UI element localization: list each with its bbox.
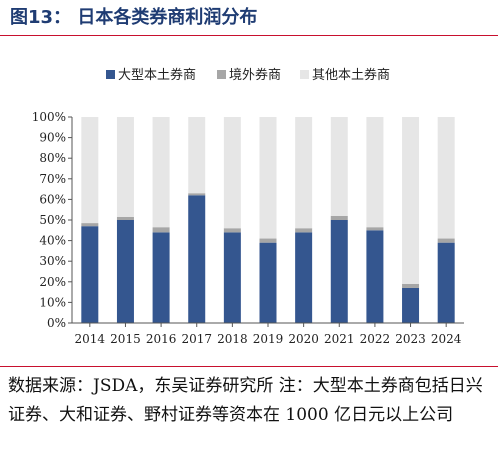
bar-segment (330, 117, 348, 216)
y-tick-label: 0% (47, 316, 66, 330)
x-tick-label: 2021 (324, 332, 355, 346)
y-tick-label: 10% (39, 295, 66, 309)
bar-segment (295, 228, 313, 233)
y-tick-label: 100% (32, 110, 66, 124)
bar-segment (81, 117, 99, 224)
bar-segment (437, 242, 455, 323)
y-tick-label: 50% (39, 213, 66, 227)
bar-segment (259, 242, 277, 323)
bar-segment (81, 223, 99, 227)
x-tick-label: 2014 (75, 332, 106, 346)
y-tick-label: 40% (39, 234, 66, 248)
y-tick-label: 80% (39, 151, 66, 165)
bar-segment (402, 283, 420, 288)
bar-segment (437, 238, 455, 243)
title-rule (0, 35, 498, 36)
legend-item: 境外券商 (217, 67, 281, 83)
y-tick-label: 20% (39, 275, 66, 289)
legend-item: 大型本土券商 (106, 67, 196, 83)
figure-title: 图13： 日本各类券商利润分布 (10, 7, 258, 28)
bar-segment (259, 117, 277, 239)
x-tick-label: 2016 (146, 332, 177, 346)
y-tick-label: 90% (39, 131, 66, 145)
bar-segment (223, 117, 241, 229)
bar-segment (295, 232, 313, 323)
x-tick-label: 2017 (181, 332, 212, 346)
bar-segment (152, 117, 170, 228)
x-tick-label: 2023 (395, 332, 426, 346)
x-tick-label: 2019 (253, 332, 284, 346)
bar-segment (402, 287, 420, 323)
legend-swatch (217, 70, 226, 79)
legend: 大型本土券商 境外券商 其他本土券商 (106, 67, 390, 83)
bar-segment (81, 226, 99, 323)
stacked-bar-chart: 大型本土券商 境外券商 其他本土券商 0% 10% 20% 30% 40% 50% 60% 70%… (32, 67, 464, 346)
bar-segment (437, 117, 455, 239)
bar-segment (188, 117, 206, 194)
bar-segment (188, 195, 206, 323)
y-tick-label: 30% (39, 254, 66, 268)
axes: 0% 10% 20% 30% 40% 50% 60% 70% 80% 90% 100% 2014 201… (32, 110, 464, 346)
bar-segment (223, 228, 241, 233)
bar-segment (259, 238, 277, 243)
bars (81, 117, 455, 323)
x-tick-label: 2020 (288, 332, 319, 346)
bar-segment (402, 117, 420, 284)
legend-label: 境外券商 (229, 67, 281, 83)
bar-segment (330, 215, 348, 220)
legend-swatch (106, 70, 115, 79)
bar-segment (116, 117, 134, 217)
legend-label: 大型本土券商 (118, 67, 196, 83)
source-note: 数据来源：JSDA，东吴证券研究所 注：大型本土券商包括日兴证券、大和证券、野村… (8, 376, 483, 425)
x-tick-label: 2022 (360, 332, 391, 346)
bar-segment (116, 216, 134, 220)
x-tick-label: 2015 (110, 332, 141, 346)
y-tick-label: 70% (39, 172, 66, 186)
bar-segment (223, 232, 241, 323)
bottom-rule (0, 366, 498, 367)
bar-segment (188, 193, 206, 196)
bar-segment (366, 227, 384, 231)
bar-segment (366, 117, 384, 228)
x-tick-label: 2018 (217, 332, 248, 346)
bar-segment (366, 230, 384, 323)
bar-segment (152, 232, 170, 323)
bar-segment (152, 227, 170, 233)
x-tick-label: 2024 (431, 332, 462, 346)
legend-label: 其他本土券商 (312, 67, 390, 83)
bar-segment (116, 220, 134, 323)
bar-segment (295, 117, 313, 229)
legend-swatch (300, 70, 309, 79)
bar-segment (330, 220, 348, 323)
legend-item: 其他本土券商 (300, 67, 390, 83)
y-tick-label: 60% (39, 192, 66, 206)
